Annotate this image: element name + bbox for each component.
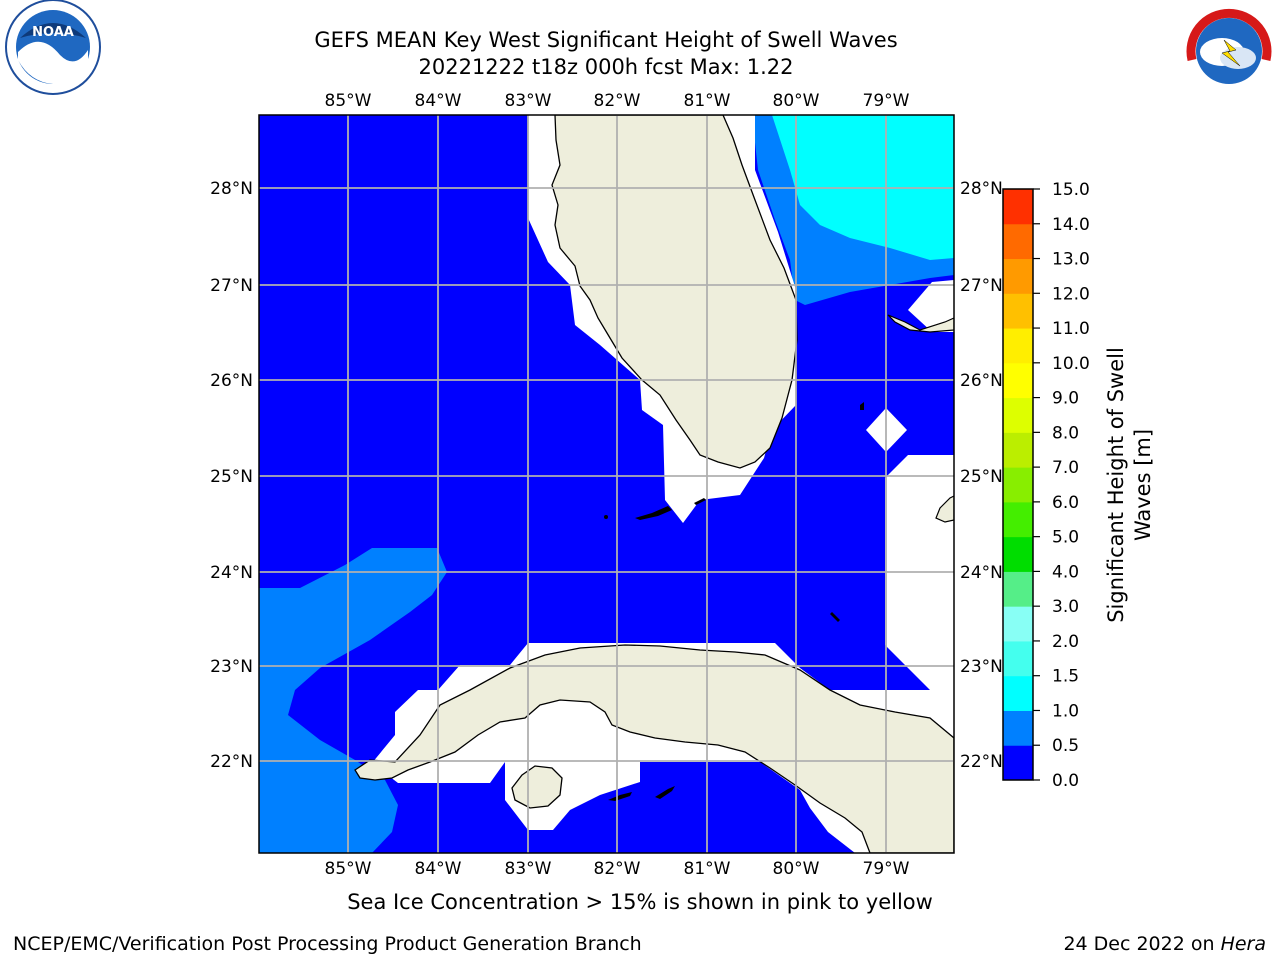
colorbar-swatch bbox=[1003, 640, 1033, 677]
lat-label-left: 28°N bbox=[210, 179, 253, 199]
colorbar-tick-label: 1.0 bbox=[1052, 701, 1079, 721]
noaa-logo-text: NOAA bbox=[32, 25, 74, 40]
lat-label-right: 28°N bbox=[960, 179, 1003, 199]
lat-label-left: 26°N bbox=[210, 371, 253, 391]
land-isla-juventud bbox=[511, 765, 563, 809]
colorbar-tick-label: 8.0 bbox=[1052, 423, 1079, 443]
lat-label-left: 23°N bbox=[210, 657, 253, 677]
map-frame bbox=[258, 114, 955, 854]
map-panel bbox=[258, 114, 955, 854]
lat-label-right: 26°N bbox=[960, 371, 1003, 391]
land-grand-bahama bbox=[887, 314, 954, 333]
lon-label-bottom: 82°W bbox=[594, 859, 641, 879]
colorbar-swatch bbox=[1003, 467, 1033, 503]
chart-subtitle: 20221222 t18z 000h fcst Max: 1.22 bbox=[418, 55, 794, 79]
lon-label-top: 85°W bbox=[325, 91, 372, 111]
lon-label-top: 82°W bbox=[594, 91, 641, 111]
colorbar-tick-label: 6.0 bbox=[1052, 493, 1079, 513]
land-florida-keys bbox=[635, 506, 672, 520]
lon-label-bottom: 84°W bbox=[415, 859, 462, 879]
swell-field-mid-west bbox=[259, 548, 447, 853]
colorbar-swatch bbox=[1003, 293, 1033, 329]
colorbar-swatch bbox=[1003, 536, 1033, 572]
colorbar-swatch bbox=[1003, 710, 1033, 746]
lon-label-top: 84°W bbox=[415, 91, 462, 111]
lon-label-top: 83°W bbox=[505, 91, 552, 111]
host-name: Hera bbox=[1220, 933, 1266, 955]
colorbar-tick-label: 7.0 bbox=[1052, 458, 1079, 478]
colorbar-tick-label: 3.0 bbox=[1052, 597, 1079, 617]
lon-label-bottom: 83°W bbox=[505, 859, 552, 879]
lon-label-bottom: 80°W bbox=[773, 859, 820, 879]
colorbar-tick-label: 12.0 bbox=[1052, 284, 1090, 304]
chart-title: GEFS MEAN Key West Significant Height of… bbox=[314, 28, 898, 52]
lat-label-right: 25°N bbox=[960, 467, 1003, 487]
lon-label-top: 81°W bbox=[684, 91, 731, 111]
lat-label-left: 22°N bbox=[210, 752, 253, 772]
lat-label-right: 22°N bbox=[960, 752, 1003, 772]
colorbar-tick-label: 10.0 bbox=[1052, 354, 1090, 374]
colorbar-swatch bbox=[1003, 189, 1033, 225]
colorbar-tick-label: 11.0 bbox=[1052, 319, 1090, 339]
colorbar-tick-label: 14.0 bbox=[1052, 215, 1090, 235]
colorbar-tick-label: 4.0 bbox=[1052, 562, 1079, 582]
colorbar-swatch bbox=[1003, 258, 1033, 294]
colorbar-swatch bbox=[1003, 328, 1033, 364]
noaa-logo: NOAA bbox=[5, 0, 101, 95]
map-grid bbox=[259, 115, 954, 853]
lat-label-right: 23°N bbox=[960, 657, 1003, 677]
masked-grand-bahama bbox=[908, 280, 954, 332]
lon-labels-bottom: 85°W 84°W 83°W 82°W 81°W 80°W 79°W bbox=[325, 859, 910, 879]
lat-labels-left: 28°N 27°N 26°N 25°N 24°N 23°N 22°N bbox=[210, 179, 253, 772]
colorbar-swatch bbox=[1003, 501, 1033, 538]
colorbar-tick-label: 1.5 bbox=[1052, 667, 1079, 687]
colorbar-tick-label: 9.0 bbox=[1052, 389, 1079, 409]
colorbar-label-line1: Significant Height of Swell bbox=[1104, 347, 1128, 623]
colorbar-swatch bbox=[1003, 745, 1033, 781]
colorbar: 0.0 0.5 1.0 1.5 2.0 3.0 4.0 5.0 6.0 7.0 8.0 9.0 10.0… bbox=[1002, 180, 1090, 791]
colorbar-swatch bbox=[1003, 223, 1033, 260]
lon-labels-top: 85°W 84°W 83°W 82°W 81°W 80°W 79°W bbox=[325, 91, 910, 111]
land-andros bbox=[935, 495, 954, 523]
date-text: 24 Dec 2022 on Hera bbox=[1063, 933, 1266, 955]
date-value: 24 Dec 2022 on bbox=[1063, 933, 1221, 955]
colorbar-swatch bbox=[1003, 432, 1033, 468]
colorbar-swatch bbox=[1003, 571, 1033, 607]
colorbar-tick-label: 13.0 bbox=[1052, 250, 1090, 270]
lat-label-left: 24°N bbox=[210, 563, 253, 583]
colorbar-tick-label: 0.5 bbox=[1052, 736, 1079, 756]
colorbar-swatch bbox=[1003, 675, 1033, 711]
colorbar-tick-label: 15.0 bbox=[1052, 180, 1090, 200]
colorbar-tick-label: 2.0 bbox=[1052, 632, 1079, 652]
lat-label-left: 27°N bbox=[210, 276, 253, 296]
colorbar-tick-label: 5.0 bbox=[1052, 528, 1079, 548]
land-cuba bbox=[354, 644, 954, 853]
lat-label-left: 25°N bbox=[210, 467, 253, 487]
colorbar-swatch bbox=[1003, 362, 1033, 399]
colorbar-swatch bbox=[1003, 397, 1033, 433]
lon-label-top: 79°W bbox=[863, 91, 910, 111]
lat-label-right: 27°N bbox=[960, 276, 1003, 296]
lat-labels-right: 28°N 27°N 26°N 25°N 24°N 23°N 22°N bbox=[960, 179, 1003, 772]
colorbar-swatch bbox=[1003, 606, 1033, 642]
sea-ice-note: Sea Ice Concentration > 15% is shown in … bbox=[347, 890, 933, 914]
nws-logo bbox=[1182, 0, 1276, 94]
lat-label-right: 24°N bbox=[960, 563, 1003, 583]
colorbar-label-line2: Waves [m] bbox=[1131, 429, 1155, 541]
credit-text: NCEP/EMC/Verification Post Processing Pr… bbox=[13, 933, 642, 955]
colorbar-frame bbox=[1002, 188, 1034, 781]
lon-label-bottom: 79°W bbox=[863, 859, 910, 879]
lon-label-bottom: 85°W bbox=[325, 859, 372, 879]
lon-label-top: 80°W bbox=[773, 91, 820, 111]
colorbar-tick-label: 0.0 bbox=[1052, 771, 1079, 791]
lon-label-bottom: 81°W bbox=[684, 859, 731, 879]
